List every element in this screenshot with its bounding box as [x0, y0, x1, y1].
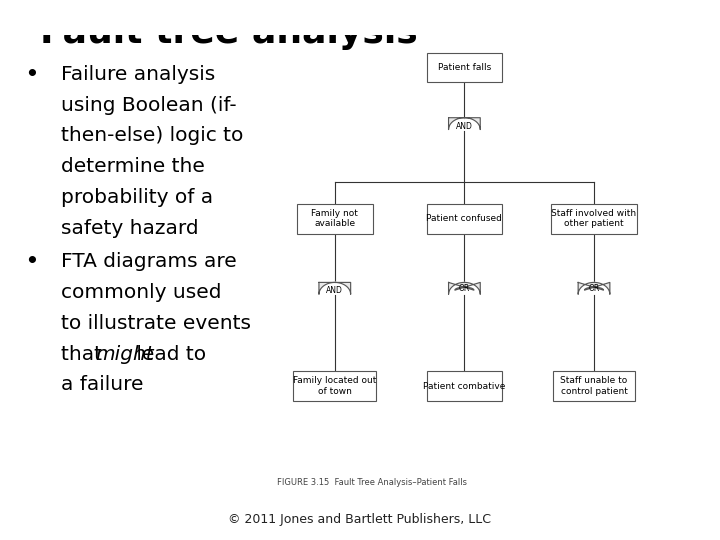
- Text: •: •: [25, 252, 38, 271]
- Text: using Boolean (if-: using Boolean (if-: [61, 96, 237, 114]
- Text: •: •: [25, 65, 38, 84]
- Text: determine the: determine the: [61, 157, 205, 176]
- Text: lead to: lead to: [130, 345, 206, 363]
- Text: Family not
available: Family not available: [311, 209, 359, 228]
- Text: a failure: a failure: [61, 375, 144, 394]
- Text: that: that: [61, 345, 109, 363]
- Text: © 2011 Jones and Bartlett Publishers, LLC: © 2011 Jones and Bartlett Publishers, LL…: [228, 514, 492, 526]
- Text: safety hazard: safety hazard: [61, 219, 199, 238]
- Text: Fault tree analysis: Fault tree analysis: [40, 16, 418, 50]
- Text: probability of a: probability of a: [61, 188, 213, 207]
- Text: FTA diagrams are: FTA diagrams are: [61, 252, 237, 271]
- FancyBboxPatch shape: [294, 372, 376, 401]
- Polygon shape: [319, 282, 351, 294]
- Text: to illustrate events: to illustrate events: [61, 314, 251, 333]
- Text: AND: AND: [326, 286, 343, 295]
- Text: Family located out
of town: Family located out of town: [293, 376, 377, 396]
- Text: AND: AND: [456, 122, 473, 131]
- Text: FIGURE 3.15  Fault Tree Analysis–Patient Falls: FIGURE 3.15 Fault Tree Analysis–Patient …: [277, 478, 467, 487]
- Polygon shape: [578, 282, 610, 294]
- FancyBboxPatch shape: [426, 52, 503, 82]
- FancyBboxPatch shape: [426, 204, 503, 233]
- FancyBboxPatch shape: [426, 372, 503, 401]
- Text: Failure analysis: Failure analysis: [61, 65, 215, 84]
- Text: commonly used: commonly used: [61, 283, 222, 302]
- Text: then-else) logic to: then-else) logic to: [61, 126, 243, 145]
- Text: OR: OR: [459, 284, 470, 293]
- FancyBboxPatch shape: [553, 372, 635, 401]
- FancyBboxPatch shape: [297, 204, 373, 233]
- Bar: [0, 0, 468, 35]
- Text: Patient confused: Patient confused: [426, 214, 503, 223]
- Text: Patient falls: Patient falls: [438, 63, 491, 72]
- Polygon shape: [449, 118, 480, 130]
- Text: Staff involved with
other patient: Staff involved with other patient: [552, 209, 636, 228]
- Text: Patient combative: Patient combative: [423, 382, 505, 390]
- Text: Staff unable to
control patient: Staff unable to control patient: [560, 376, 628, 396]
- Text: might: might: [95, 345, 153, 363]
- Polygon shape: [449, 282, 480, 294]
- Text: OR: OR: [588, 284, 600, 293]
- FancyBboxPatch shape: [551, 204, 637, 233]
